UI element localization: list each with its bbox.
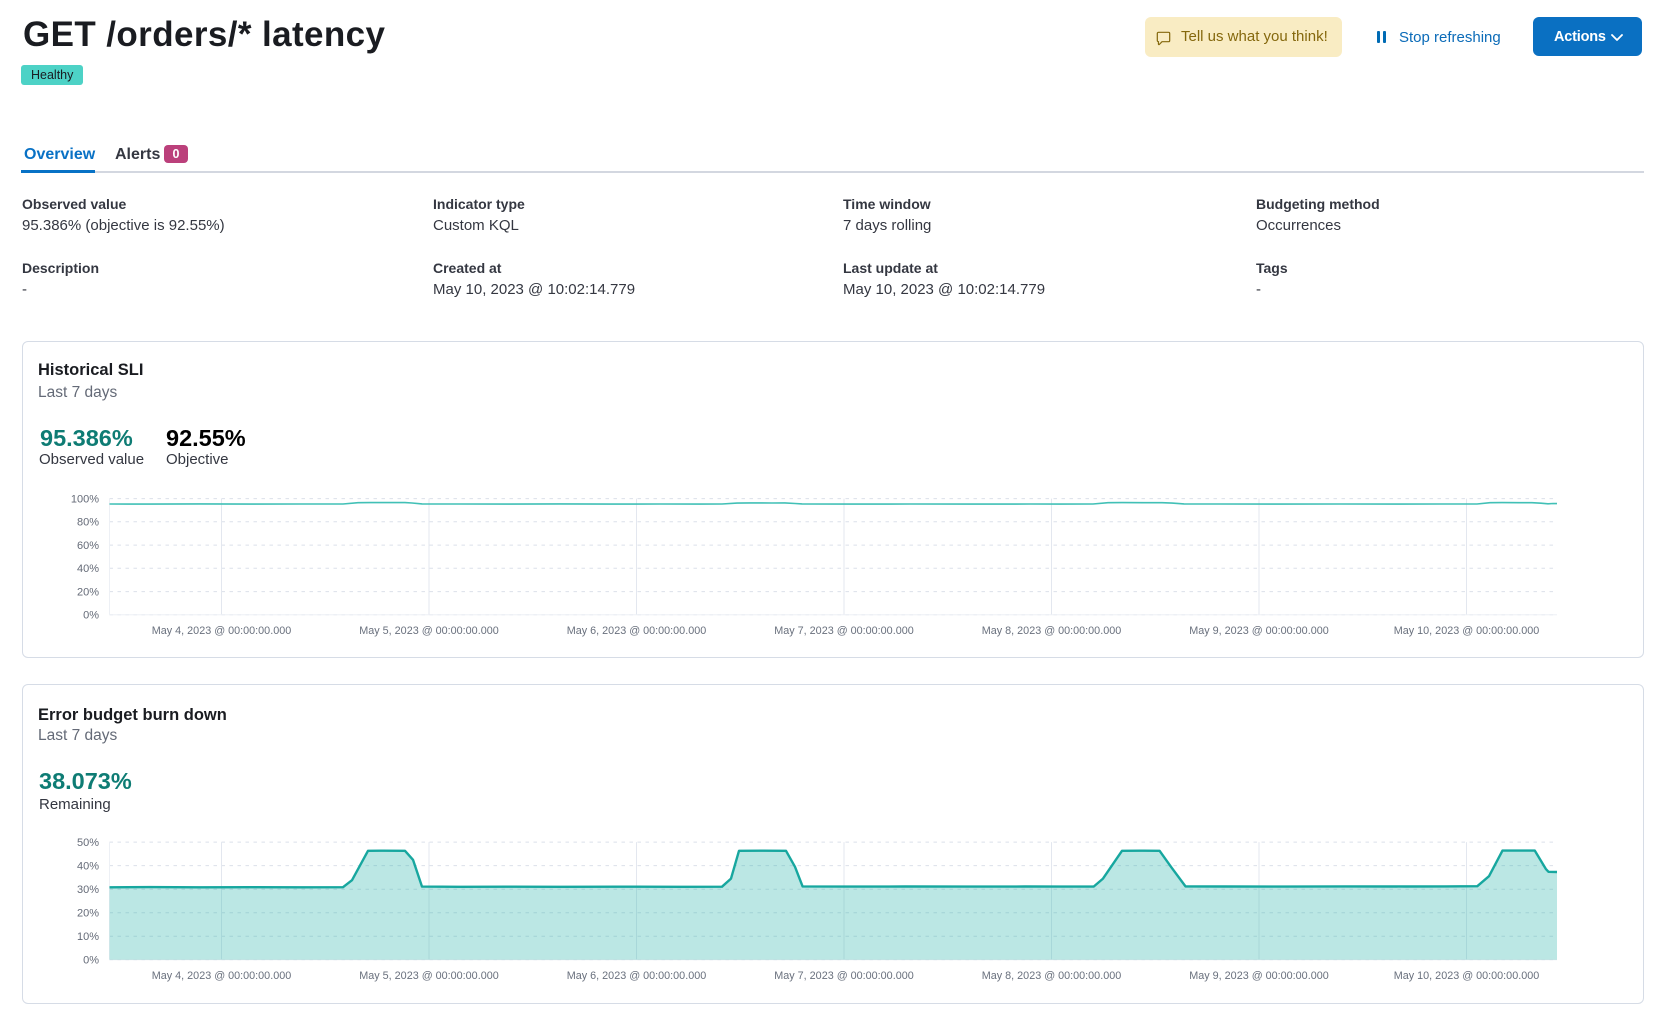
svg-text:20%: 20% [77,586,99,598]
svg-text:0%: 0% [83,610,99,622]
svg-text:20%: 20% [77,908,99,920]
svg-text:May 10, 2023 @ 00:00:00.000: May 10, 2023 @ 00:00:00.000 [1394,625,1539,637]
svg-text:May 7, 2023 @ 00:00:00.000: May 7, 2023 @ 00:00:00.000 [774,625,913,637]
svg-text:May 4, 2023 @ 00:00:00.000: May 4, 2023 @ 00:00:00.000 [152,625,291,637]
svg-text:60%: 60% [77,540,99,552]
svg-text:May 9, 2023 @ 00:00:00.000: May 9, 2023 @ 00:00:00.000 [1189,970,1328,982]
svg-text:100%: 100% [71,493,99,505]
svg-text:May 5, 2023 @ 00:00:00.000: May 5, 2023 @ 00:00:00.000 [359,970,498,982]
svg-text:40%: 40% [77,563,99,575]
svg-text:0%: 0% [83,955,99,967]
svg-text:May 4, 2023 @ 00:00:00.000: May 4, 2023 @ 00:00:00.000 [152,970,291,982]
svg-text:May 8, 2023 @ 00:00:00.000: May 8, 2023 @ 00:00:00.000 [982,625,1121,637]
svg-text:May 5, 2023 @ 00:00:00.000: May 5, 2023 @ 00:00:00.000 [359,625,498,637]
svg-text:50%: 50% [77,837,99,849]
svg-text:80%: 80% [77,517,99,529]
svg-text:May 9, 2023 @ 00:00:00.000: May 9, 2023 @ 00:00:00.000 [1189,625,1328,637]
svg-text:May 8, 2023 @ 00:00:00.000: May 8, 2023 @ 00:00:00.000 [982,970,1121,982]
svg-text:10%: 10% [77,931,99,943]
svg-text:May 10, 2023 @ 00:00:00.000: May 10, 2023 @ 00:00:00.000 [1394,970,1539,982]
svg-text:30%: 30% [77,884,99,896]
svg-text:May 7, 2023 @ 00:00:00.000: May 7, 2023 @ 00:00:00.000 [774,970,913,982]
svg-text:May 6, 2023 @ 00:00:00.000: May 6, 2023 @ 00:00:00.000 [567,625,706,637]
svg-text:May 6, 2023 @ 00:00:00.000: May 6, 2023 @ 00:00:00.000 [567,970,706,982]
svg-text:40%: 40% [77,860,99,872]
